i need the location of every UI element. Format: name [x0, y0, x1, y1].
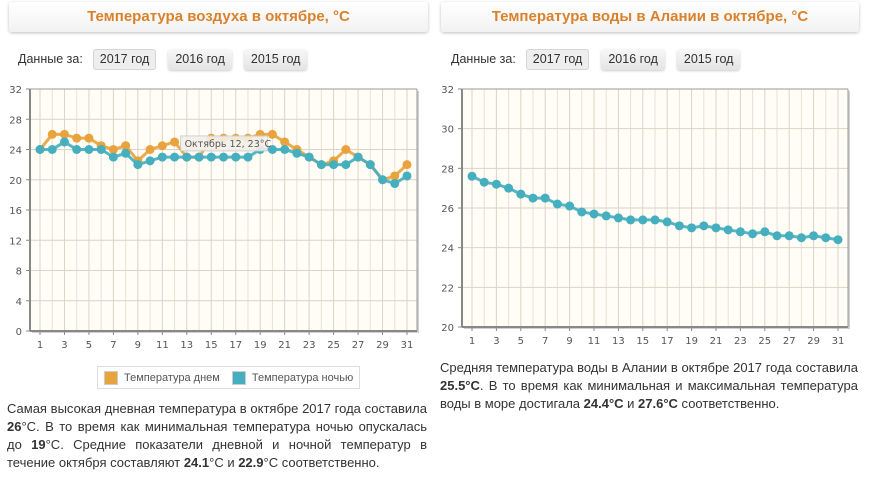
svg-text:1: 1 — [37, 340, 43, 351]
legend-item-night[interactable]: Температура ночью — [231, 370, 354, 385]
svg-text:24: 24 — [9, 146, 22, 157]
svg-text:3: 3 — [61, 340, 67, 351]
min-water-value: 24.4°C — [583, 396, 624, 411]
water-chart-title: Температура воды в Алании в октябре, °C — [441, 2, 859, 32]
legend-item-day[interactable]: Температура днем — [104, 370, 220, 385]
desc-text: Самая высокая дневная температура в октя… — [7, 401, 427, 416]
svg-text:25: 25 — [327, 340, 340, 351]
desc-text: . В то время как минимальная и максималь… — [440, 378, 858, 411]
avg-day-value: 24.1 — [183, 455, 210, 470]
svg-text:15: 15 — [636, 336, 649, 347]
air-description: Самая высокая дневная температура в октя… — [7, 400, 427, 472]
svg-text:12: 12 — [9, 236, 22, 247]
svg-text:31: 31 — [401, 340, 414, 351]
max-water-value: 27.6°C — [638, 396, 678, 411]
svg-text:31: 31 — [832, 336, 845, 347]
day-swatch-icon — [104, 370, 118, 385]
svg-text:32: 32 — [9, 85, 22, 96]
avg-water-value: 25.5°C — [440, 378, 480, 393]
svg-text:29: 29 — [807, 336, 820, 347]
air-year-selector: Данные за: 2017 год 2016 год 2015 год — [18, 48, 319, 70]
desc-text: °C. Средние показатели дневной и ночной … — [7, 437, 427, 470]
svg-text:27: 27 — [352, 340, 365, 351]
min-night-value: 19 — [31, 437, 46, 452]
svg-text:7: 7 — [110, 340, 116, 351]
svg-text:29: 29 — [376, 340, 389, 351]
svg-text:11: 11 — [156, 340, 169, 351]
legend-night-label: Температура ночью — [251, 371, 354, 384]
svg-text:13: 13 — [180, 340, 193, 351]
avg-night-value: 22.9 — [238, 455, 264, 470]
svg-text:19: 19 — [254, 340, 267, 351]
svg-text:21: 21 — [710, 336, 723, 347]
max-day-value: 26 — [7, 419, 22, 434]
water-year-2017-button[interactable]: 2017 год — [525, 48, 590, 70]
svg-text:22: 22 — [441, 283, 454, 294]
svg-text:17: 17 — [229, 340, 242, 351]
svg-text:20: 20 — [9, 176, 22, 187]
svg-text:28: 28 — [9, 115, 22, 126]
svg-text:13: 13 — [612, 336, 625, 347]
desc-text: Средняя температура воды в Алании в октя… — [440, 360, 858, 375]
svg-text:8: 8 — [16, 267, 22, 278]
svg-text:11: 11 — [588, 336, 601, 347]
desc-text: °C и — [209, 455, 239, 470]
svg-text:9: 9 — [566, 336, 572, 347]
svg-text:9: 9 — [135, 340, 141, 351]
air-chart-title: Температура воздуха в октябре, °C — [9, 2, 428, 32]
air-year-2017-button[interactable]: 2017 год — [92, 48, 157, 70]
water-year-2015-button[interactable]: 2015 год — [676, 48, 741, 70]
svg-text:3: 3 — [493, 336, 499, 347]
desc-text: °C соответственно. — [263, 455, 380, 470]
svg-text:19: 19 — [685, 336, 698, 347]
svg-text:4: 4 — [16, 297, 22, 308]
svg-text:23: 23 — [734, 336, 747, 347]
svg-text:15: 15 — [205, 340, 218, 351]
svg-text:32: 32 — [441, 85, 454, 96]
water-description: Средняя температура воды в Алании в октя… — [440, 359, 858, 413]
water-year-2016-button[interactable]: 2016 год — [601, 48, 665, 70]
water-year-selector: Данные за: 2017 год 2016 год 2015 год — [451, 48, 752, 70]
svg-text:5: 5 — [518, 336, 524, 347]
svg-text:28: 28 — [441, 164, 454, 175]
svg-text:27: 27 — [783, 336, 796, 347]
svg-text:24: 24 — [441, 244, 454, 255]
svg-text:20: 20 — [441, 323, 454, 334]
air-year-2016-button[interactable]: 2016 год — [168, 48, 232, 70]
air-year-2015-button[interactable]: 2015 год — [243, 48, 308, 70]
svg-text:1: 1 — [469, 336, 475, 347]
svg-text:5: 5 — [86, 340, 92, 351]
data-for-label: Данные за: — [451, 52, 516, 66]
desc-text: и — [623, 396, 639, 411]
svg-text:0: 0 — [16, 327, 22, 338]
svg-text:21: 21 — [278, 340, 291, 351]
air-chart-legend: Температура днем Температура ночью — [97, 366, 361, 389]
desc-text: соответственно. — [677, 396, 780, 411]
svg-text:17: 17 — [661, 336, 674, 347]
svg-text:7: 7 — [542, 336, 548, 347]
svg-text:Октябрь 12, 23°C: Октябрь 12, 23°C — [185, 139, 272, 150]
svg-text:26: 26 — [441, 204, 454, 215]
svg-text:16: 16 — [9, 206, 22, 217]
desc-text: °C. В то время как минимальная температу… — [7, 419, 427, 452]
svg-text:30: 30 — [441, 125, 454, 136]
night-swatch-icon — [231, 370, 246, 385]
legend-day-label: Температура днем — [124, 371, 220, 384]
svg-text:23: 23 — [303, 340, 316, 351]
svg-text:25: 25 — [758, 336, 771, 347]
data-for-label: Данные за: — [18, 52, 83, 66]
